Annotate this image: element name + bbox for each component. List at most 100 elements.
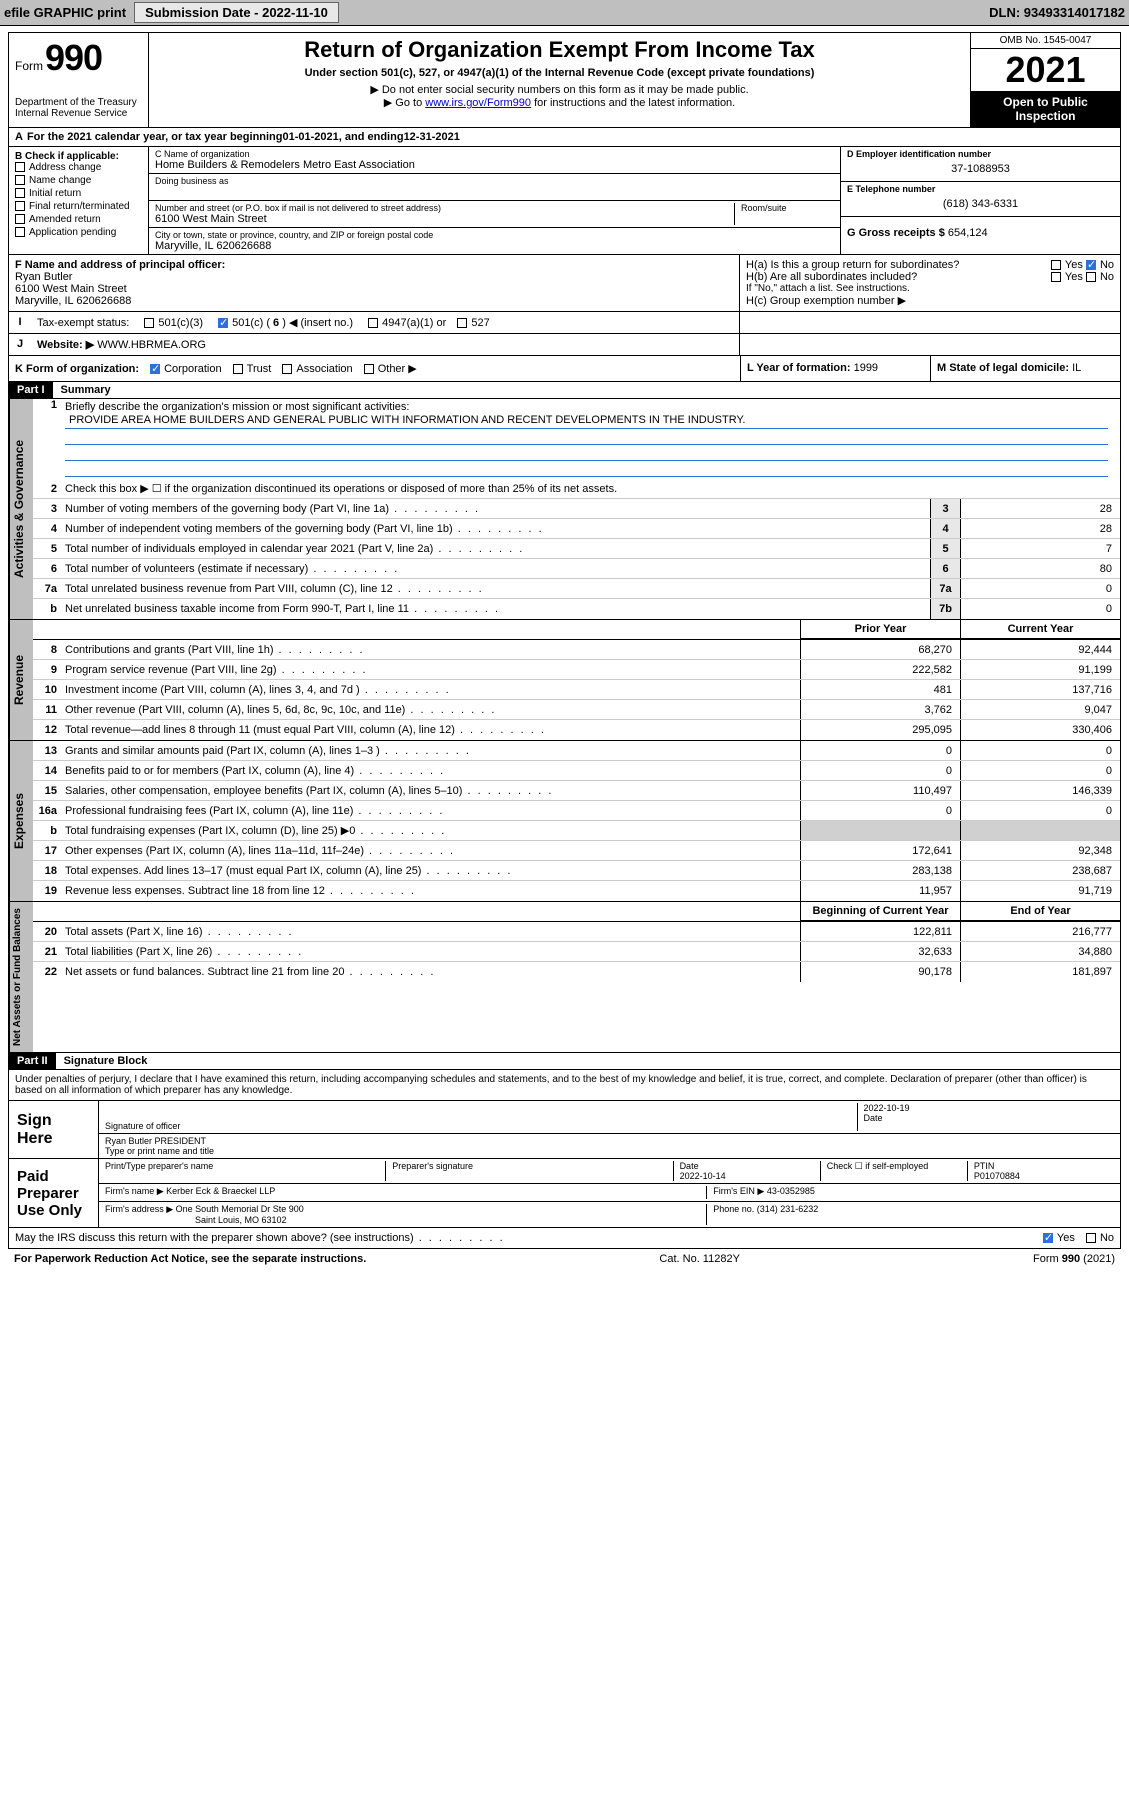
phone-label: E Telephone number — [847, 184, 1114, 194]
firm-addr2: Saint Louis, MO 63102 — [105, 1215, 706, 1225]
form-title: Return of Organization Exempt From Incom… — [155, 37, 964, 63]
table-row: bTotal fundraising expenses (Part IX, co… — [33, 821, 1120, 841]
submission-date-button[interactable]: Submission Date - 2022-11-10 — [134, 2, 339, 23]
officer-name: Ryan Butler — [15, 271, 733, 283]
tab-governance: Activities & Governance — [9, 399, 33, 619]
officer-street: 6100 West Main Street — [15, 283, 733, 295]
entity-block: B Check if applicable: Address change Na… — [8, 147, 1121, 255]
table-row: 16aProfessional fundraising fees (Part I… — [33, 801, 1120, 821]
paid-preparer-label: Paid Preparer Use Only — [9, 1159, 99, 1227]
chk-application-pending[interactable]: Application pending — [15, 227, 142, 238]
table-row: 17Other expenses (Part IX, column (A), l… — [33, 841, 1120, 861]
open-to-public: Open to Public Inspection — [971, 91, 1120, 127]
chk-final-return[interactable]: Final return/terminated — [15, 201, 142, 212]
firm-ein: 43-0352985 — [767, 1186, 815, 1196]
note-link: ▶ Go to www.irs.gov/Form990 for instruct… — [155, 96, 964, 109]
sig-name-value: Ryan Butler PRESIDENT — [105, 1136, 1114, 1146]
city-label: City or town, state or province, country… — [155, 230, 834, 240]
section-b-title: B Check if applicable: — [15, 151, 119, 162]
note-ssn: ▶ Do not enter social security numbers o… — [155, 83, 964, 96]
part2-header: Part II Signature Block — [8, 1053, 1121, 1070]
website-row: J Website: ▶ WWW.HBRMEA.ORG — [8, 334, 1121, 356]
tax-period-row: A For the 2021 calendar year, or tax yea… — [8, 128, 1121, 147]
footer-mid: Cat. No. 11282Y — [659, 1253, 740, 1265]
firm-phone: (314) 231-6232 — [757, 1204, 819, 1214]
governance-block: Activities & Governance 1 Briefly descri… — [8, 399, 1121, 620]
table-row: 11Other revenue (Part VIII, column (A), … — [33, 700, 1120, 720]
tab-revenue: Revenue — [9, 620, 33, 740]
discuss-yes-check[interactable] — [1043, 1233, 1053, 1243]
form-header: Form 990 Department of the Treasury Inte… — [8, 32, 1121, 128]
tab-expenses: Expenses — [9, 741, 33, 901]
footer-left: For Paperwork Reduction Act Notice, see … — [14, 1253, 366, 1265]
tax-status-row: I Tax-exempt status: 501(c)(3) 501(c) ( … — [8, 312, 1121, 334]
gross-value: 654,124 — [948, 227, 988, 239]
jurat-text: Under penalties of perjury, I declare th… — [8, 1070, 1121, 1101]
dln-label: DLN: 93493314017182 — [989, 5, 1125, 20]
net-assets-block: Net Assets or Fund Balances Beginning of… — [8, 902, 1121, 1053]
tax-year: 2021 — [971, 49, 1120, 91]
officer-group-row: F Name and address of principal officer:… — [8, 255, 1121, 312]
table-row: 8Contributions and grants (Part VIII, li… — [33, 640, 1120, 660]
chk-initial-return[interactable]: Initial return — [15, 188, 142, 199]
dept-label: Department of the Treasury — [15, 97, 142, 108]
officer-city: Maryville, IL 620626688 — [15, 295, 733, 307]
dba-label: Doing business as — [155, 176, 834, 186]
city-value: Maryville, IL 620626688 — [155, 240, 834, 252]
chk-amended-return[interactable]: Amended return — [15, 214, 142, 225]
table-row: bNet unrelated business taxable income f… — [33, 599, 1120, 619]
efile-toolbar: efile GRAPHIC print Submission Date - 20… — [0, 0, 1129, 26]
page-footer: For Paperwork Reduction Act Notice, see … — [8, 1249, 1121, 1269]
table-row: 9Program service revenue (Part VIII, lin… — [33, 660, 1120, 680]
table-row: 7aTotal unrelated business revenue from … — [33, 579, 1120, 599]
col-end-year: End of Year — [960, 902, 1120, 921]
org-name-label: C Name of organization — [155, 149, 834, 159]
table-row: 12Total revenue—add lines 8 through 11 (… — [33, 720, 1120, 740]
ptin-value: P01070884 — [974, 1171, 1114, 1181]
hc-row: H(c) Group exemption number ▶ — [746, 294, 1114, 307]
ein-label: D Employer identification number — [847, 149, 1114, 159]
table-row: 6Total number of volunteers (estimate if… — [33, 559, 1120, 579]
form-number: Form 990 — [15, 37, 142, 79]
line2-text: Check this box ▶ ☐ if the organization d… — [61, 480, 1120, 497]
ha-row: H(a) Is this a group return for subordin… — [746, 259, 1114, 271]
phone-value: (618) 343-6331 — [847, 194, 1114, 214]
hb-row: H(b) Are all subordinates included? Yes … — [746, 271, 1114, 283]
hb-note: If "No," attach a list. See instructions… — [746, 283, 1114, 294]
col-prior-year: Prior Year — [800, 620, 960, 639]
discuss-row: May the IRS discuss this return with the… — [8, 1228, 1121, 1249]
table-row: 13Grants and similar amounts paid (Part … — [33, 741, 1120, 761]
table-row: 5Total number of individuals employed in… — [33, 539, 1120, 559]
form-subtitle: Under section 501(c), 527, or 4947(a)(1)… — [155, 67, 964, 79]
revenue-block: Revenue Prior Year Current Year 8Contrib… — [8, 620, 1121, 741]
website-value: WWW.HBRMEA.ORG — [97, 339, 206, 351]
street-label: Number and street (or P.O. box if mail i… — [155, 203, 734, 213]
table-row: 19Revenue less expenses. Subtract line 1… — [33, 881, 1120, 901]
table-row: 15Salaries, other compensation, employee… — [33, 781, 1120, 801]
col-current-year: Current Year — [960, 620, 1120, 639]
mission-label: Briefly describe the organization's miss… — [65, 401, 1108, 413]
table-row: 4Number of independent voting members of… — [33, 519, 1120, 539]
street-value: 6100 West Main Street — [155, 213, 734, 225]
gross-label: G Gross receipts $ — [847, 227, 945, 239]
table-row: 18Total expenses. Add lines 13–17 (must … — [33, 861, 1120, 881]
signature-area: Sign Here Signature of officer 2022-10-1… — [8, 1101, 1121, 1228]
ein-value: 37-1088953 — [847, 159, 1114, 179]
chk-address-change[interactable]: Address change — [15, 162, 142, 173]
col-begin-year: Beginning of Current Year — [800, 902, 960, 921]
org-name: Home Builders & Remodelers Metro East As… — [155, 159, 834, 171]
irs-link[interactable]: www.irs.gov/Form990 — [425, 97, 531, 109]
firm-addr1: One South Memorial Dr Ste 900 — [176, 1204, 304, 1214]
table-row: 22Net assets or fund balances. Subtract … — [33, 962, 1120, 982]
mission-text: PROVIDE AREA HOME BUILDERS AND GENERAL P… — [65, 413, 1108, 429]
chk-name-change[interactable]: Name change — [15, 175, 142, 186]
firm-name: Kerber Eck & Braeckel LLP — [166, 1186, 275, 1196]
discuss-no-check[interactable] — [1086, 1233, 1096, 1243]
officer-label: F Name and address of principal officer: — [15, 259, 225, 271]
form-org-row: K Form of organization: Corporation Trus… — [8, 356, 1121, 382]
tab-net-assets: Net Assets or Fund Balances — [9, 902, 33, 1052]
sig-date-value: 2022-10-19 — [864, 1103, 1115, 1113]
part1-header: Part I Summary — [8, 382, 1121, 399]
table-row: 3Number of voting members of the governi… — [33, 499, 1120, 519]
efile-label: efile GRAPHIC print — [4, 5, 126, 20]
